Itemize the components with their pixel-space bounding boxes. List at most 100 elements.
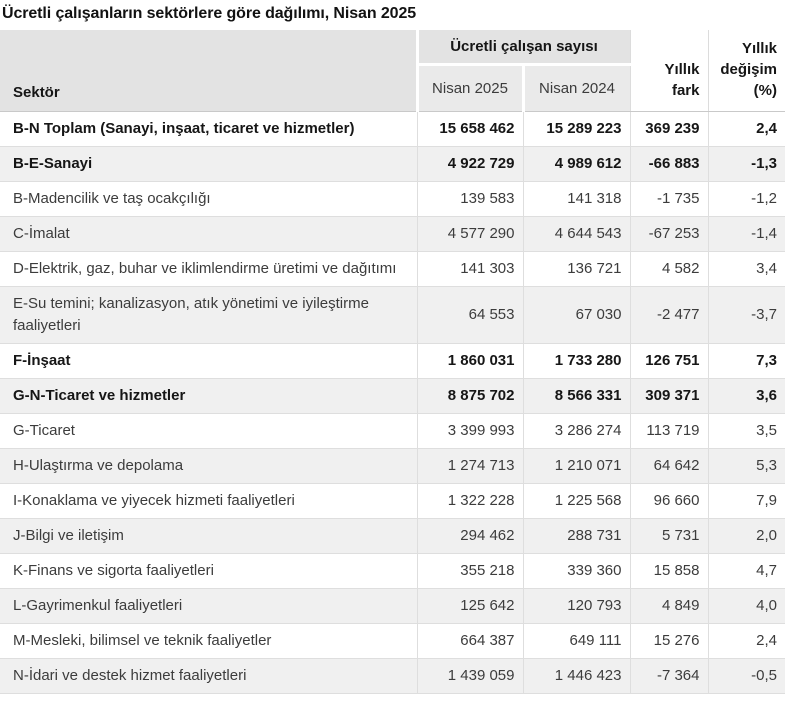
nisan-2024-cell: 3 286 274 [522,413,630,449]
nisan-2025-cell: 8 875 702 [416,378,523,414]
yillik-degisim-cell: 4,0 [707,588,785,624]
yillik-degisim-cell: 3,5 [707,413,785,449]
nisan-2025-cell: 64 553 [416,286,523,344]
sector-table: Sektör Ücretli çalışan sayısı Yıllık far… [0,30,785,694]
header-nisan-2024: Nisan 2024 [521,64,630,112]
table-row: M-Mesleki, bilimsel ve teknik faaliyetle… [0,623,785,659]
yillik-degisim-cell: 2,4 [707,111,785,147]
yillik-degisim-cell: 7,3 [707,343,785,379]
nisan-2024-cell: 649 111 [522,623,630,659]
table-body: B-N Toplam (Sanayi, inşaat, ticaret ve h… [0,111,785,694]
header-nisan-2025: Nisan 2025 [415,64,523,112]
nisan-2024-cell: 339 360 [522,553,630,589]
nisan-2024-cell: 4 989 612 [522,146,630,182]
table-row: I-Konaklama ve yiyecek hizmeti faaliyetl… [0,483,785,519]
nisan-2025-cell: 125 642 [416,588,523,624]
yillik-fark-cell: 5 731 [629,518,708,554]
yillik-degisim-cell: -1,3 [707,146,785,182]
yillik-degisim-cell: 3,4 [707,251,785,287]
nisan-2025-cell: 355 218 [416,553,523,589]
nisan-2025-cell: 15 658 462 [416,111,523,147]
yillik-fark-cell: 126 751 [629,343,708,379]
sector-cell: K-Finans ve sigorta faaliyetleri [0,553,417,589]
nisan-2025-cell: 4 577 290 [416,216,523,252]
nisan-2024-cell: 15 289 223 [522,111,630,147]
sector-cell: B-E-Sanayi [0,146,417,182]
yillik-fark-cell: 4 582 [629,251,708,287]
yillik-fark-cell: 113 719 [629,413,708,449]
nisan-2025-cell: 141 303 [416,251,523,287]
sector-cell: D-Elektrik, gaz, buhar ve iklimlendirme … [0,251,417,287]
yillik-degisim-cell: -1,2 [707,181,785,217]
table-row: L-Gayrimenkul faaliyetleri 125 642 120 7… [0,588,785,624]
nisan-2025-cell: 1 439 059 [416,658,523,694]
yillik-fark-cell: 309 371 [629,378,708,414]
yillik-degisim-cell: 2,0 [707,518,785,554]
sector-cell: G-Ticaret [0,413,417,449]
nisan-2024-cell: 141 318 [522,181,630,217]
table-row: K-Finans ve sigorta faaliyetleri 355 218… [0,553,785,589]
sector-cell: G-N-Ticaret ve hizmetler [0,378,417,414]
nisan-2025-cell: 1 860 031 [416,343,523,379]
sector-cell: F-İnşaat [0,343,417,379]
yillik-fark-cell: -66 883 [629,146,708,182]
nisan-2024-cell: 8 566 331 [522,378,630,414]
yillik-fark-cell: 369 239 [629,111,708,147]
nisan-2024-cell: 1 210 071 [522,448,630,484]
yillik-fark-cell: -1 735 [629,181,708,217]
nisan-2025-cell: 664 387 [416,623,523,659]
yillik-fark-cell: 64 642 [629,448,708,484]
table-row: C-İmalat 4 577 290 4 644 543 -67 253 -1,… [0,216,785,252]
table-row: N-İdari ve destek hizmet faaliyetleri 1 … [0,658,785,694]
yillik-fark-cell: 96 660 [629,483,708,519]
sector-cell: J-Bilgi ve iletişim [0,518,417,554]
nisan-2024-cell: 67 030 [522,286,630,344]
sector-cell: B-Madencilik ve taş ocakçılığı [0,181,417,217]
nisan-2025-cell: 1 322 228 [416,483,523,519]
nisan-2024-cell: 288 731 [522,518,630,554]
nisan-2024-cell: 1 733 280 [522,343,630,379]
table-row: D-Elektrik, gaz, buhar ve iklimlendirme … [0,251,785,287]
header-row-top: Sektör Ücretli çalışan sayısı Yıllık far… [0,30,785,112]
nisan-2025-cell: 294 462 [416,518,523,554]
sector-cell: N-İdari ve destek hizmet faaliyetleri [0,658,417,694]
table-row: B-N Toplam (Sanayi, inşaat, ticaret ve h… [0,111,785,147]
yillik-fark-cell: -7 364 [629,658,708,694]
sector-cell: M-Mesleki, bilimsel ve teknik faaliyetle… [0,623,417,659]
nisan-2025-cell: 139 583 [416,181,523,217]
yillik-degisim-cell: -3,7 [707,286,785,344]
yillik-degisim-cell: -1,4 [707,216,785,252]
nisan-2024-cell: 1 446 423 [522,658,630,694]
table-header: Sektör Ücretli çalışan sayısı Yıllık far… [0,30,785,112]
header-sector: Sektör [0,30,417,112]
nisan-2025-cell: 1 274 713 [416,448,523,484]
header-row-sub: Nisan 2025 Nisan 2024 [0,64,785,112]
nisan-2024-cell: 4 644 543 [522,216,630,252]
yillik-fark-cell: -67 253 [629,216,708,252]
yillik-fark-cell: -2 477 [629,286,708,344]
table-row: J-Bilgi ve iletişim 294 462 288 731 5 73… [0,518,785,554]
nisan-2025-cell: 3 399 993 [416,413,523,449]
yillik-degisim-cell: 4,7 [707,553,785,589]
table-row: E-Su temini; kanalizasyon, atık yönetimi… [0,286,785,344]
sector-cell: I-Konaklama ve yiyecek hizmeti faaliyetl… [0,483,417,519]
nisan-2024-cell: 1 225 568 [522,483,630,519]
nisan-2025-cell: 4 922 729 [416,146,523,182]
nisan-2024-cell: 120 793 [522,588,630,624]
sector-cell: C-İmalat [0,216,417,252]
nisan-2024-cell: 136 721 [522,251,630,287]
header-yillik-degisim: Yıllık değişim (%) [707,30,785,112]
header-group-ucretli-calisan-sayisi: Ücretli çalışan sayısı [415,30,630,66]
yillik-fark-cell: 15 858 [629,553,708,589]
table-row: B-E-Sanayi 4 922 729 4 989 612 -66 883 -… [0,146,785,182]
header-yillik-fark: Yıllık fark [629,30,708,112]
yillik-degisim-cell: -0,5 [707,658,785,694]
yillik-fark-cell: 4 849 [629,588,708,624]
table-row: H-Ulaştırma ve depolama 1 274 713 1 210 … [0,448,785,484]
table-row: G-N-Ticaret ve hizmetler 8 875 702 8 566… [0,378,785,414]
yillik-degisim-cell: 3,6 [707,378,785,414]
table-row: G-Ticaret 3 399 993 3 286 274 113 719 3,… [0,413,785,449]
yillik-degisim-cell: 7,9 [707,483,785,519]
sector-cell: H-Ulaştırma ve depolama [0,448,417,484]
table-row: F-İnşaat 1 860 031 1 733 280 126 751 7,3 [0,343,785,379]
